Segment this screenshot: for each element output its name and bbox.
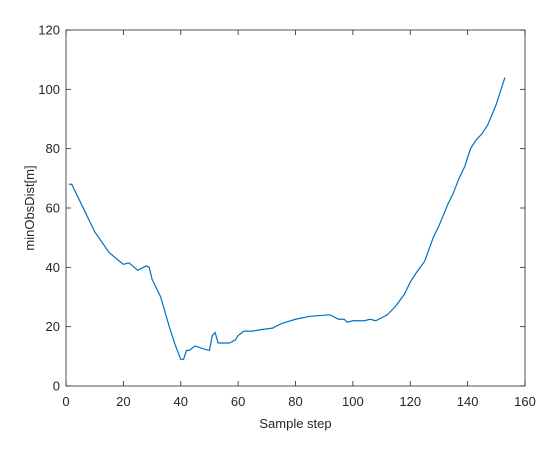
y-tick-label: 100	[38, 82, 60, 97]
y-tick-label: 80	[46, 141, 60, 156]
y-tick-label: 20	[46, 319, 60, 334]
plot-frame	[65, 29, 526, 387]
x-tick-label: 0	[62, 394, 69, 409]
y-tick-label: 40	[46, 260, 60, 275]
y-tick-label: 0	[53, 379, 60, 394]
y-tick-label: 120	[38, 23, 60, 38]
x-tick-label: 20	[116, 394, 130, 409]
x-tick-label: 40	[174, 394, 188, 409]
x-tick-label: 80	[288, 394, 302, 409]
data-line	[68, 77, 506, 360]
x-tick-label: 120	[399, 394, 421, 409]
x-tick-label: 100	[342, 394, 364, 409]
x-axis-label: Sample step	[259, 416, 331, 431]
x-tick-label: 160	[514, 394, 536, 409]
x-tick-label: 140	[457, 394, 479, 409]
y-tick-label: 60	[46, 201, 60, 216]
x-tick-label: 60	[231, 394, 245, 409]
y-axis-label: minObsDist[m]	[22, 165, 37, 250]
